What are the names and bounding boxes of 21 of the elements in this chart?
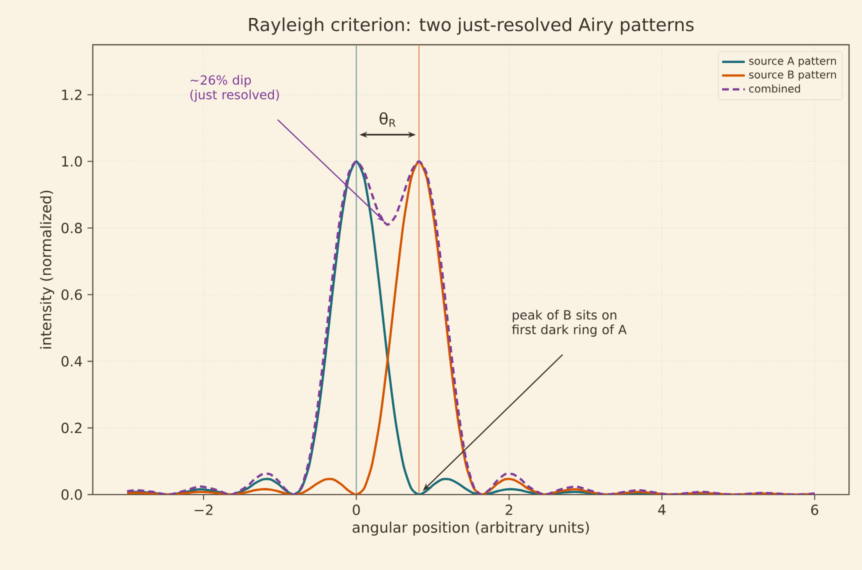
y-axis-title: intensity (normalized) <box>40 190 54 348</box>
y-tick-label: 0.8 <box>62 222 82 234</box>
x-axis-title: angular position (arbitrary units) <box>352 521 589 536</box>
annotation: peak of B sits on first dark ring of A <box>512 310 627 337</box>
y-tick-label: 1.2 <box>62 89 82 100</box>
chart-title: Rayleigh criterion: two just-resolved Airy patterns <box>249 17 694 35</box>
y-tick-label: 0.4 <box>62 356 82 366</box>
y-tick-label: 0.0 <box>62 489 82 500</box>
annotation: θ$_{R}$ <box>380 112 396 127</box>
x-tick-label: 6 <box>811 504 818 515</box>
x-tick-label: −2 <box>194 504 212 515</box>
legend-label: combined <box>749 84 800 93</box>
x-tick-label: 0 <box>352 504 360 515</box>
y-tick-label: 0.2 <box>62 422 82 434</box>
x-tick-label: 4 <box>658 504 666 515</box>
y-tick-label: 0.6 <box>62 289 82 300</box>
annotation: ~26% dip (just resolved) <box>190 74 279 102</box>
legend-label: source A pattern <box>749 56 836 67</box>
x-tick-label: 2 <box>506 504 512 515</box>
legend-label: source B pattern <box>749 70 836 81</box>
y-tick-label: 1.0 <box>62 156 82 167</box>
